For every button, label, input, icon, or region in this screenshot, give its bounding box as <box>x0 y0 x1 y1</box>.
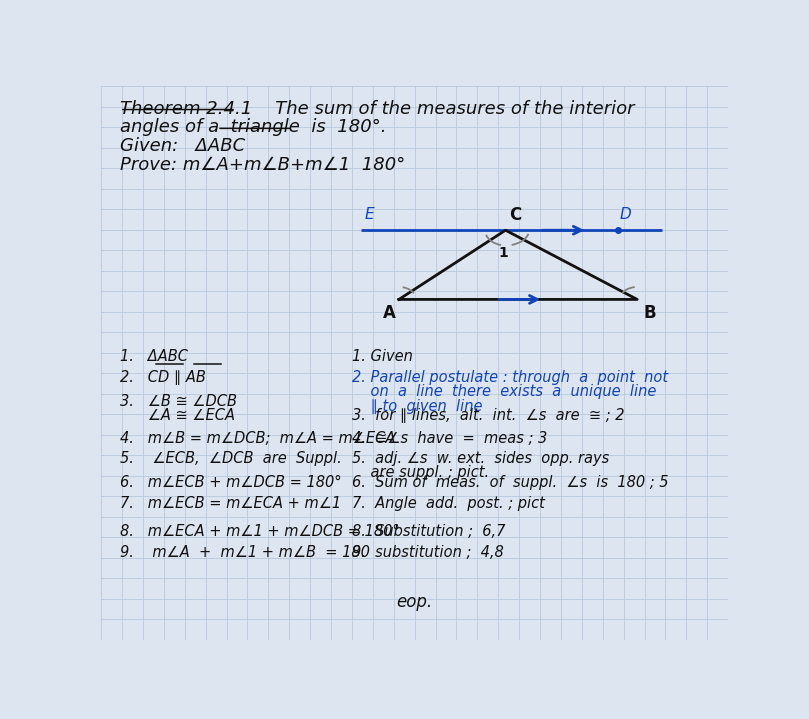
Text: Given:   ΔABC: Given: ΔABC <box>120 137 245 155</box>
Text: B: B <box>643 304 656 322</box>
Text: 9.  substitution ;  4,8: 9. substitution ; 4,8 <box>352 545 504 559</box>
Text: on  a  line  there  exists  a  unique  line: on a line there exists a unique line <box>352 384 656 399</box>
Text: 6.  Sum of  meas.  of  suppl.  ∠s  is  180 ; 5: 6. Sum of meas. of suppl. ∠s is 180 ; 5 <box>352 475 668 490</box>
Text: 8.  Substitution ;  6,7: 8. Substitution ; 6,7 <box>352 523 506 539</box>
Text: 3.  for ∥ lines,  alt.  int.  ∠s  are  ≅ ; 2: 3. for ∥ lines, alt. int. ∠s are ≅ ; 2 <box>352 408 625 423</box>
Text: 2. Parallel postulate : through  a  point  not: 2. Parallel postulate : through a point … <box>352 370 668 385</box>
Text: 7.   m∠ECB = m∠ECA + m∠1: 7. m∠ECB = m∠ECA + m∠1 <box>120 496 341 511</box>
Text: 9.    m∠A  +  m∠1 + m∠B  = 180: 9. m∠A + m∠1 + m∠B = 180 <box>120 545 370 559</box>
Text: 7.  Angle  add.  post. ; pict: 7. Angle add. post. ; pict <box>352 496 544 511</box>
Text: 2.   CD ∥ AB: 2. CD ∥ AB <box>120 370 205 385</box>
Text: 1: 1 <box>498 246 508 260</box>
Text: 5.  adj. ∠s  w. ext.  sides  opp. rays: 5. adj. ∠s w. ext. sides opp. rays <box>352 451 609 466</box>
Text: angles of a  triangle  is  180°.: angles of a triangle is 180°. <box>120 119 387 137</box>
Text: ∠A ≅ ∠ECA: ∠A ≅ ∠ECA <box>120 408 235 423</box>
Text: Theorem 2.4.1    The sum of the measures of the interior: Theorem 2.4.1 The sum of the measures of… <box>120 100 634 118</box>
Text: eop.: eop. <box>396 593 433 611</box>
Text: 4.  ≅∠s  have  =  meas ; 3: 4. ≅∠s have = meas ; 3 <box>352 431 547 446</box>
Text: A: A <box>383 304 396 322</box>
Text: 1.   ΔABC: 1. ΔABC <box>120 349 188 365</box>
Text: D: D <box>620 207 631 222</box>
Text: E: E <box>364 207 374 222</box>
Text: Prove: m∠A+m∠B+m∠1  180°: Prove: m∠A+m∠B+m∠1 180° <box>120 156 405 174</box>
Text: 1. Given: 1. Given <box>352 349 413 365</box>
Text: are suppl. ; pict.: are suppl. ; pict. <box>352 465 489 480</box>
Text: 6.   m∠ECB + m∠DCB = 180°: 6. m∠ECB + m∠DCB = 180° <box>120 475 341 490</box>
Text: 5.    ∠ECB,  ∠DCB  are  Suppl.: 5. ∠ECB, ∠DCB are Suppl. <box>120 451 341 466</box>
Text: ∥ to  given  line: ∥ to given line <box>352 398 482 413</box>
Text: C: C <box>509 206 521 224</box>
Text: 8.   m∠ECA + m∠1 + m∠DCB = 180°: 8. m∠ECA + m∠1 + m∠DCB = 180° <box>120 523 400 539</box>
Text: 3.   ∠B ≅ ∠DCB: 3. ∠B ≅ ∠DCB <box>120 393 237 408</box>
Text: 4.   m∠B = m∠DCB;  m∠A = m∠ECA: 4. m∠B = m∠DCB; m∠A = m∠ECA <box>120 431 396 446</box>
